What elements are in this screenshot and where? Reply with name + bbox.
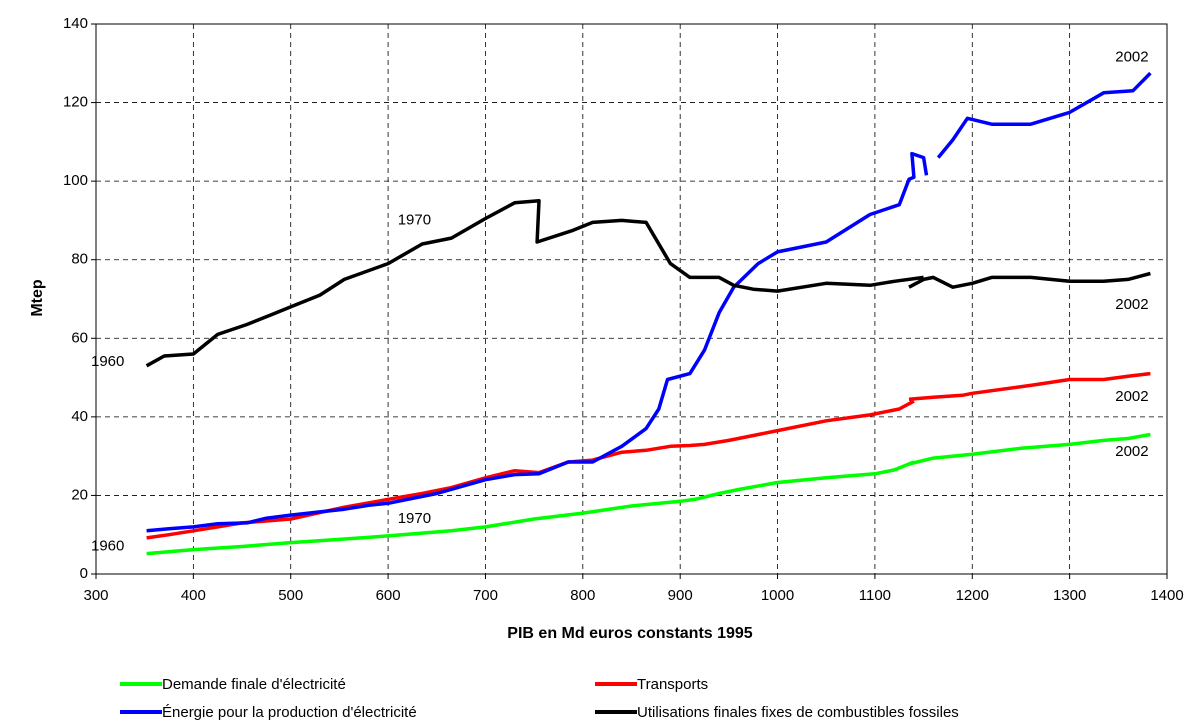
- y-tick-label: 80: [71, 251, 88, 268]
- series-line: [146, 71, 1152, 533]
- y-tick-label: 120: [63, 94, 88, 111]
- y-tick-label: 40: [71, 408, 88, 425]
- x-axis-title: PIB en Md euros constants 1995: [507, 625, 753, 642]
- x-tick-label: 1000: [761, 587, 794, 604]
- x-tick-label: 500: [278, 587, 303, 604]
- x-tick-label: 800: [570, 587, 595, 604]
- annotation: 1970: [398, 211, 431, 228]
- legend-label: Demande finale d'électricité: [162, 676, 346, 693]
- x-tick-label: 1300: [1053, 587, 1086, 604]
- annotation: 1960: [91, 537, 124, 554]
- x-tick-label: 600: [376, 587, 401, 604]
- x-tick-label: 400: [181, 587, 206, 604]
- x-tick-label: 900: [668, 587, 693, 604]
- y-axis-title: Mtep: [29, 279, 46, 317]
- y-tick-label: 20: [71, 486, 88, 503]
- plot-frame: [95, 23, 1168, 575]
- annotation: 2002: [1115, 388, 1148, 405]
- annotation: 2002: [1115, 443, 1148, 460]
- x-tick-label: 1400: [1150, 587, 1183, 604]
- y-tick-label: 100: [63, 172, 88, 189]
- legend-label: Utilisations finales fixes de combustibl…: [637, 704, 959, 721]
- series-line: [145, 199, 1151, 368]
- annotation: 1960: [91, 353, 124, 370]
- x-tick-label: 700: [473, 587, 498, 604]
- x-tick-label: 1200: [956, 587, 989, 604]
- y-tick-label: 60: [71, 329, 88, 346]
- y-tick-label: 140: [63, 15, 88, 32]
- annotation: 2002: [1115, 48, 1148, 65]
- x-tick-label: 1100: [859, 587, 891, 604]
- legend-label: Transports: [637, 676, 708, 693]
- legend-label: Énergie pour la production d'électricité: [162, 704, 417, 721]
- annotation: 2002: [1115, 296, 1148, 313]
- x-tick-label: 300: [83, 587, 108, 604]
- annotation: 1970: [398, 510, 431, 527]
- y-tick-label: 0: [80, 565, 88, 582]
- series-line: [146, 432, 1151, 556]
